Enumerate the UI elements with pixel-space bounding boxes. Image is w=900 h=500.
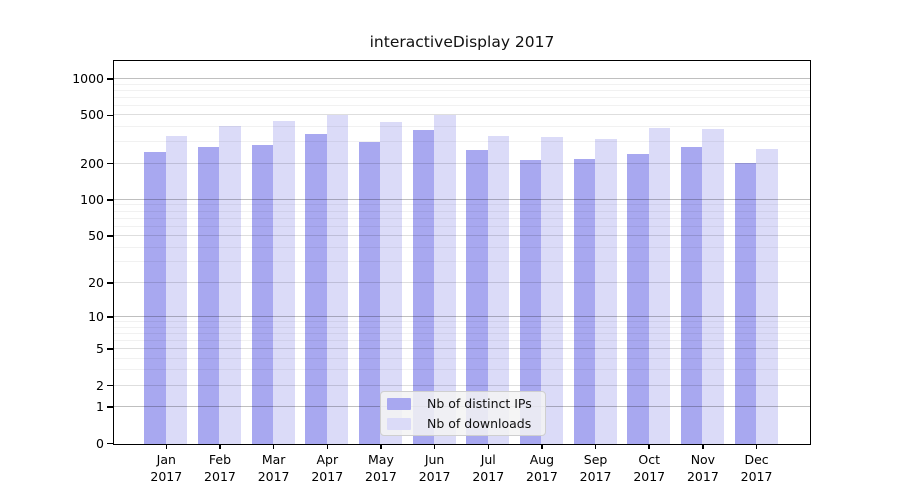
y-tick-label-200: 200	[80, 155, 104, 171]
x-tick-mark-jan	[165, 444, 168, 449]
y-tick-label-1: 1	[96, 398, 104, 414]
x-tick-mark-feb	[219, 444, 221, 449]
y-tick-label-2: 2	[96, 377, 104, 393]
x-tick-mark-oct	[648, 444, 650, 449]
bar-dec-distinct-ips	[734, 162, 757, 444]
legend-row-distinct-ips: Nb of distinct IPs	[387, 395, 537, 412]
legend-label-downloads: Nb of downloads	[427, 416, 532, 431]
bar-feb-downloads	[219, 126, 241, 444]
y-tick-mark-10	[107, 316, 113, 318]
y-tick-mark-0	[107, 442, 113, 445]
x-tick-label-nov: Nov 2017	[686, 452, 719, 484]
bar-jul-distinct-ips	[466, 150, 488, 444]
bar-oct-distinct-ips	[627, 153, 649, 444]
bar-jun-downloads	[434, 114, 456, 444]
bar-apr-downloads	[326, 115, 349, 444]
x-tick-mark-dec	[755, 444, 758, 449]
x-tick-mark-aug	[541, 444, 543, 449]
x-tick-mark-mar	[272, 444, 275, 449]
y-tick-label-20: 20	[88, 274, 104, 290]
bar-jun-distinct-ips	[412, 129, 435, 444]
x-tick-label-feb: Feb 2017	[204, 452, 236, 484]
legend: Nb of distinct IPs Nb of downloads	[380, 391, 546, 436]
bar-apr-distinct-ips	[305, 134, 327, 444]
bar-jan-distinct-ips	[144, 152, 166, 444]
bar-nov-distinct-ips	[680, 147, 703, 444]
x-tick-mark-jul	[487, 444, 489, 449]
chart-title: interactiveDisplay 2017	[369, 33, 555, 51]
x-tick-label-jan: Jan 2017	[150, 452, 183, 484]
x-tick-label-jul: Jul 2017	[472, 452, 505, 484]
x-tick-label-jun: Jun 2017	[418, 452, 451, 484]
y-tick-mark-5	[107, 348, 113, 350]
x-tick-mark-jun	[433, 444, 436, 449]
bar-aug-distinct-ips	[519, 160, 542, 444]
y-tick-label-1000: 1000	[72, 70, 104, 86]
bar-aug-downloads	[541, 137, 563, 444]
x-tick-label-apr: Apr 2017	[311, 452, 344, 484]
x-tick-mark-sep	[594, 444, 597, 449]
y-tick-mark-500	[107, 114, 113, 117]
bar-may-distinct-ips	[358, 142, 381, 444]
y-tick-label-50: 50	[88, 228, 104, 244]
bars-layer	[114, 61, 810, 444]
bar-mar-distinct-ips	[251, 144, 274, 444]
y-tick-label-100: 100	[80, 191, 104, 207]
x-tick-label-may: May 2017	[365, 452, 397, 484]
x-tick-label-oct: Oct 2017	[633, 452, 666, 484]
y-tick-label-5: 5	[96, 340, 104, 356]
legend-row-downloads: Nb of downloads	[387, 415, 537, 432]
legend-swatch-distinct-ips	[387, 397, 411, 410]
bar-may-downloads	[380, 122, 402, 444]
bar-dec-downloads	[756, 149, 778, 444]
bar-mar-downloads	[273, 120, 295, 444]
bar-nov-downloads	[702, 129, 724, 444]
y-tick-mark-100	[107, 199, 113, 201]
bar-jan-downloads	[165, 135, 188, 444]
y-tick-label-0: 0	[96, 435, 104, 451]
x-tick-mark-may	[380, 444, 382, 449]
legend-label-distinct-ips: Nb of distinct IPs	[427, 396, 532, 411]
x-tick-label-dec: Dec 2017	[740, 452, 773, 484]
y-tick-mark-200	[107, 162, 113, 165]
plot-area	[113, 60, 811, 445]
y-tick-label-10: 10	[88, 308, 104, 324]
bar-sep-downloads	[595, 139, 617, 444]
x-tick-mark-apr	[326, 444, 329, 449]
y-tick-mark-2	[107, 384, 113, 387]
y-tick-label-500: 500	[80, 107, 104, 123]
x-tick-mark-nov	[702, 444, 704, 449]
y-tick-mark-1	[107, 406, 113, 408]
x-tick-label-sep: Sep 2017	[579, 452, 612, 484]
y-tick-mark-50	[107, 235, 113, 237]
y-tick-mark-1000	[107, 78, 113, 80]
bar-feb-distinct-ips	[197, 147, 220, 444]
x-tick-label-aug: Aug 2017	[526, 452, 558, 484]
y-tick-mark-20	[107, 282, 113, 284]
bar-oct-downloads	[648, 127, 671, 444]
bar-jul-downloads	[487, 135, 510, 444]
bar-sep-distinct-ips	[573, 159, 596, 444]
x-tick-label-mar: Mar 2017	[257, 452, 290, 484]
legend-swatch-downloads	[387, 417, 411, 430]
